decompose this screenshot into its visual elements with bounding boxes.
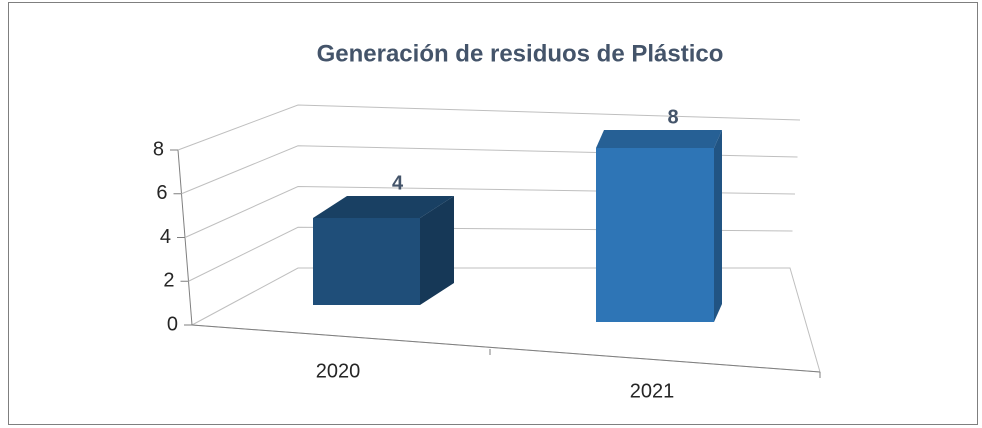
bar <box>313 218 420 305</box>
y-tick-label: 4 <box>160 226 171 248</box>
bar-top <box>596 130 722 148</box>
bar <box>596 148 714 322</box>
bar-side <box>714 130 722 322</box>
chart-title: Generación de residuos de Plástico <box>317 40 724 67</box>
bar-top <box>313 196 454 218</box>
x-tick-label: 2020 <box>316 360 361 382</box>
grid-line <box>177 104 801 151</box>
y-tick-label: 2 <box>163 270 174 292</box>
x-axis <box>191 324 821 373</box>
y-tick-label: 6 <box>156 182 167 204</box>
bar-side <box>420 196 454 305</box>
y-tick-label: 8 <box>153 138 164 160</box>
data-label: 8 <box>667 106 678 128</box>
data-label: 4 <box>392 172 404 194</box>
chart-border <box>8 2 978 425</box>
y-tick-label: 0 <box>167 313 178 335</box>
x-tick-label: 2021 <box>630 380 675 402</box>
